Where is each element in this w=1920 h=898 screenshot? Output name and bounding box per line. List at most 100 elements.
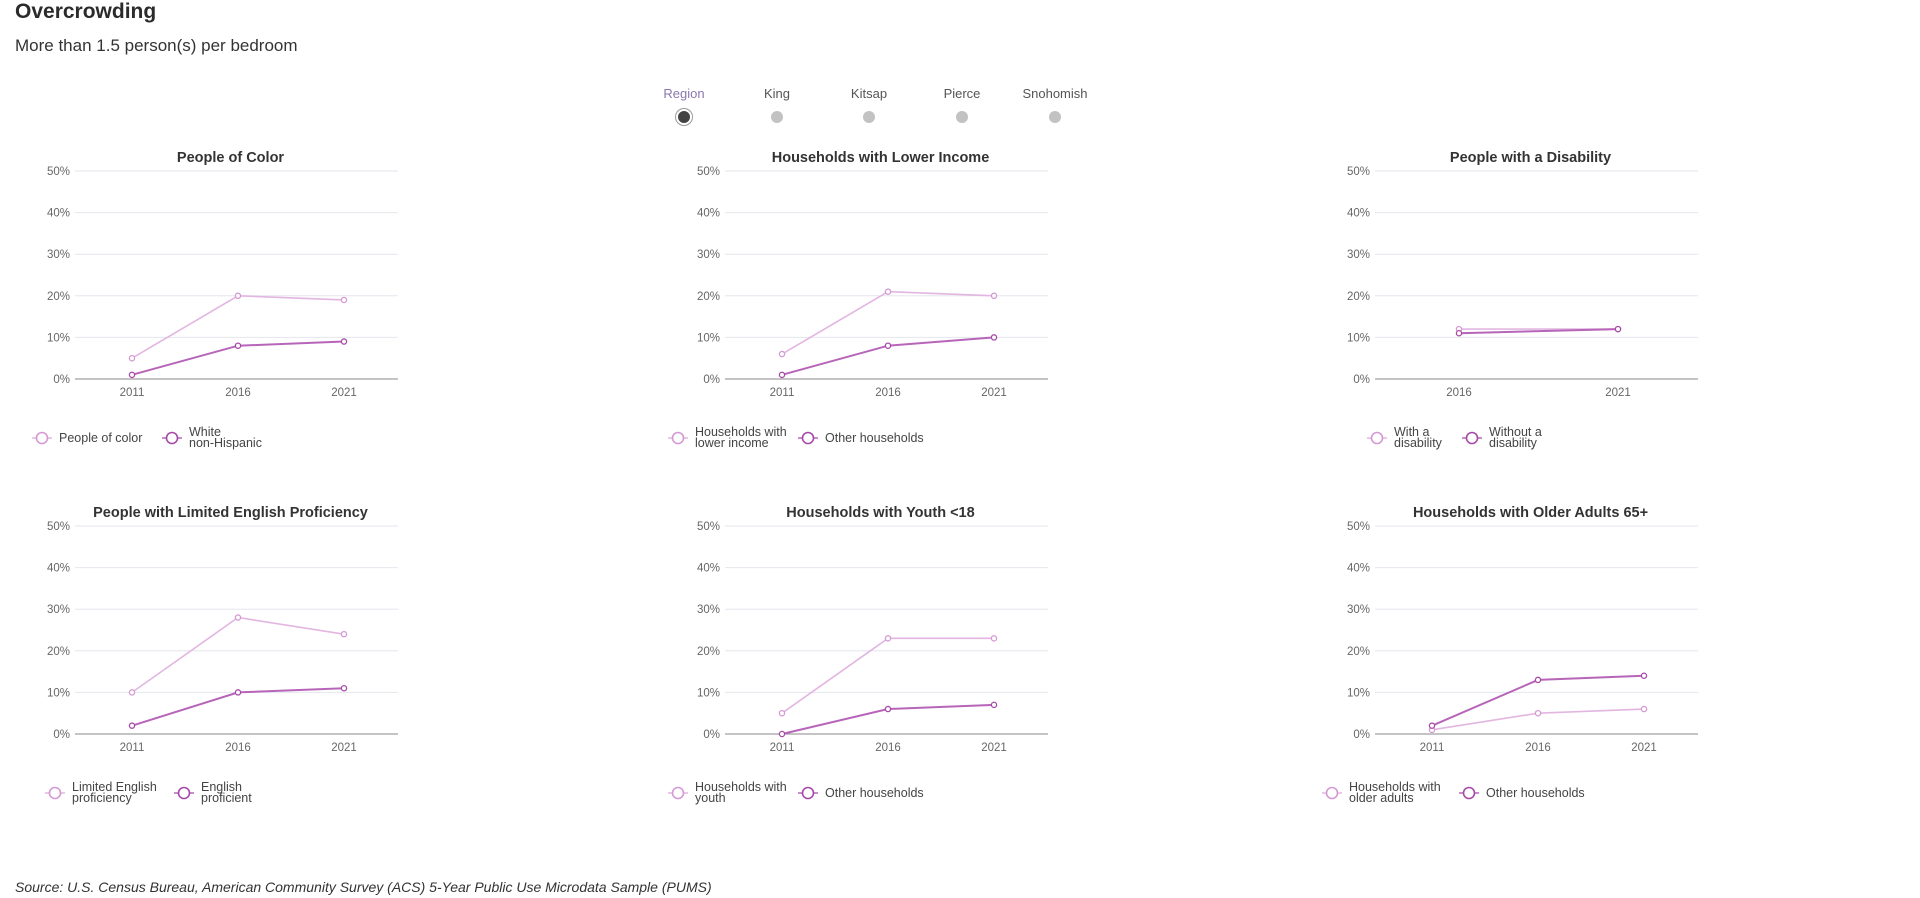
page-title: Overcrowding <box>15 0 157 23</box>
legend-label: lower income <box>695 436 769 450</box>
data-point[interactable] <box>128 722 136 729</box>
data-point[interactable] <box>884 342 892 349</box>
data-point[interactable] <box>778 350 786 358</box>
data-point[interactable] <box>234 689 242 696</box>
x-tick-label: 2021 <box>1605 387 1631 399</box>
region-radio-dot[interactable] <box>863 111 875 123</box>
data-point[interactable] <box>884 705 892 713</box>
y-tick-label: 0% <box>53 729 70 741</box>
legend-marker <box>1325 786 1339 800</box>
chart-title: People of Color <box>177 150 285 166</box>
region-selector: Region King Kitsap Pierce Snohomish <box>640 86 1100 136</box>
x-tick-label: 2011 <box>1420 742 1445 754</box>
x-tick-label: 2016 <box>1525 742 1551 754</box>
data-point[interactable] <box>1640 705 1648 713</box>
data-point[interactable] <box>340 338 348 345</box>
region-option-snohomish[interactable]: Snohomish <box>1009 86 1101 123</box>
region-radio-dot[interactable] <box>956 111 968 123</box>
legend-item-2[interactable]: Other households <box>1459 786 1585 800</box>
legend-marker <box>671 431 685 445</box>
region-option-label: Kitsap <box>850 86 888 101</box>
y-tick-label: 10% <box>47 332 70 344</box>
x-tick-label: 2021 <box>981 742 1007 754</box>
data-point[interactable] <box>1534 676 1542 684</box>
y-tick-label: 30% <box>697 604 720 616</box>
legend-marker <box>35 431 49 445</box>
region-radio-dot[interactable] <box>771 111 783 123</box>
legend-marker <box>1462 786 1476 800</box>
y-tick-label: 0% <box>53 374 70 386</box>
legend-label: Without a <box>1489 425 1542 439</box>
legend-marker <box>177 786 191 800</box>
region-option-label: Pierce <box>943 86 981 101</box>
chart-limited-english: People with Limited English Proficiency 0… <box>45 505 398 805</box>
chart-households-older-adults: Households with Older Adults 65+ 0% 10% 20%… <box>1322 505 1698 805</box>
legend-label: Other households <box>825 431 924 445</box>
data-point[interactable] <box>990 334 998 341</box>
legend-label: non-Hispanic <box>189 436 262 450</box>
legend-marker <box>801 431 815 445</box>
region-option-label: King <box>763 86 791 101</box>
data-point[interactable] <box>778 730 786 738</box>
data-point[interactable] <box>990 701 998 709</box>
data-point[interactable] <box>128 371 136 379</box>
legend-item-1[interactable]: People of color <box>32 431 142 445</box>
region-option-kitsap[interactable]: Kitsap <box>823 86 915 123</box>
data-point[interactable] <box>884 288 892 295</box>
page-subtitle: More than 1.5 person(s) per bedroom <box>15 36 298 55</box>
data-point[interactable] <box>340 296 348 304</box>
data-point[interactable] <box>1640 672 1648 680</box>
y-tick-label: 30% <box>47 604 70 616</box>
chart-title: Households with Older Adults 65+ <box>1413 505 1648 521</box>
legend-label: youth <box>695 791 726 805</box>
data-point[interactable] <box>234 292 242 300</box>
data-point[interactable] <box>128 354 136 362</box>
y-tick-label: 10% <box>697 687 720 699</box>
data-point[interactable] <box>778 709 786 717</box>
legend-label: People of color <box>59 431 142 445</box>
x-tick-label: 2016 <box>1446 387 1472 399</box>
x-tick-label: 2021 <box>331 387 357 399</box>
x-tick-label: 2016 <box>225 387 251 399</box>
region-option-region[interactable]: Region <box>638 86 730 123</box>
series-line-2 <box>1458 328 1619 335</box>
y-tick-label: 0% <box>1353 374 1370 386</box>
data-point[interactable] <box>1455 329 1463 337</box>
data-point[interactable] <box>1614 325 1622 333</box>
y-tick-label: 10% <box>697 332 720 344</box>
data-point[interactable] <box>340 630 348 638</box>
data-point[interactable] <box>128 689 136 696</box>
region-option-pierce[interactable]: Pierce <box>916 86 1008 123</box>
legend-label: Households with <box>695 780 787 794</box>
legend-label: proficient <box>201 791 252 805</box>
chart-people-of-color: People of Color 0% 10% 20% 30% 40% 50% 2011 2016… <box>32 150 398 450</box>
x-tick-label: 2011 <box>120 387 145 399</box>
legend-label: Households with <box>1349 780 1441 794</box>
y-tick-label: 40% <box>1347 563 1370 575</box>
data-point[interactable] <box>1534 709 1542 717</box>
legend-item-2[interactable]: Other households <box>798 786 924 800</box>
data-point[interactable] <box>234 614 242 621</box>
chart-title: Households with Youth <18 <box>786 505 974 521</box>
region-radio-dot[interactable] <box>1049 111 1061 123</box>
region-radio-dot[interactable] <box>678 111 690 123</box>
data-point[interactable] <box>340 684 348 692</box>
legend-item-2[interactable]: Other households <box>798 431 924 445</box>
data-point[interactable] <box>234 342 242 349</box>
data-point[interactable] <box>990 292 998 300</box>
data-point[interactable] <box>884 635 892 642</box>
region-option-king[interactable]: King <box>731 86 823 123</box>
data-point[interactable] <box>990 635 998 642</box>
legend-label: older adults <box>1349 791 1414 805</box>
x-tick-label: 2021 <box>981 387 1007 399</box>
data-point[interactable] <box>1428 722 1436 729</box>
data-point[interactable] <box>778 371 786 379</box>
